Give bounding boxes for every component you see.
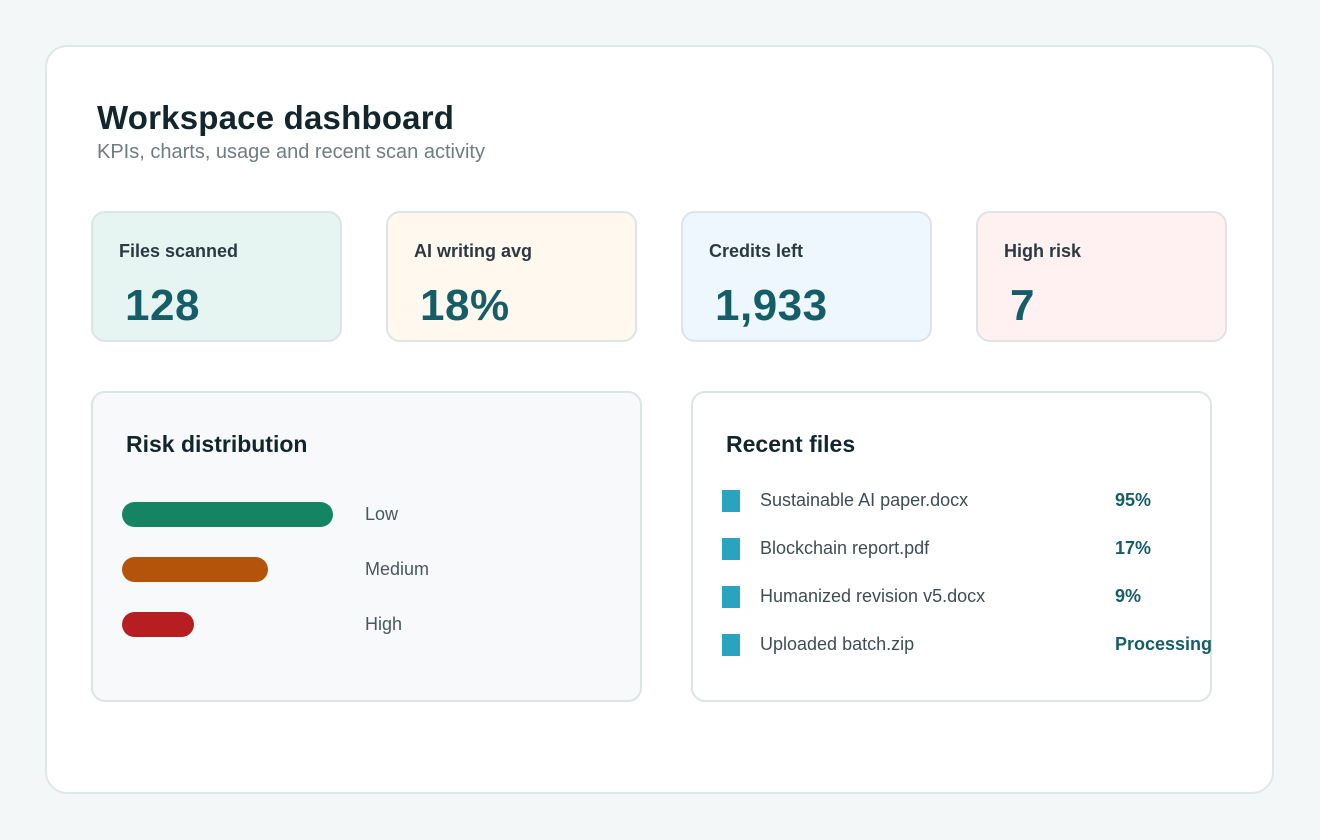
risk-label-medium: Medium — [365, 559, 430, 579]
file-icon — [722, 538, 740, 560]
kpi-high-risk: High risk 7 — [976, 211, 1227, 342]
kpi-value: 18% — [420, 281, 510, 330]
file-name[interactable]: Blockchain report.pdf — [760, 538, 930, 558]
recent-files-panel: Recent files Sustainable AI paper.docx 9… — [691, 391, 1212, 702]
file-icon — [722, 634, 740, 656]
kpi-value: 1,933 — [715, 281, 828, 330]
kpi-ai-writing-avg: AI writing avg 18% — [386, 211, 637, 342]
file-icon — [722, 586, 740, 608]
kpi-credits-left: Credits left 1,933 — [681, 211, 932, 342]
file-name[interactable]: Sustainable AI paper.docx — [760, 490, 969, 510]
file-icon — [722, 490, 740, 512]
risk-bar-low — [122, 502, 333, 527]
file-score: 9% — [1115, 586, 1142, 606]
panel-title: Risk distribution — [126, 431, 308, 457]
risk-bar-medium — [122, 557, 268, 582]
file-score: Processing — [1115, 634, 1213, 654]
risk-distribution-panel: Risk distribution Low Medium High — [91, 391, 642, 702]
kpi-label: AI writing avg — [414, 241, 533, 261]
kpi-value: 7 — [1010, 281, 1035, 330]
page-title: Workspace dashboard — [97, 99, 455, 136]
file-name[interactable]: Humanized revision v5.docx — [760, 586, 986, 606]
kpi-value: 128 — [125, 281, 200, 330]
risk-bar-high — [122, 612, 194, 637]
risk-label-high: High — [365, 614, 403, 634]
panel-title: Recent files — [726, 431, 856, 457]
risk-label-low: Low — [365, 504, 399, 524]
file-score: 17% — [1115, 538, 1152, 558]
kpi-label: High risk — [1004, 241, 1082, 261]
page-subtitle: KPIs, charts, usage and recent scan acti… — [97, 141, 485, 163]
file-name[interactable]: Uploaded batch.zip — [760, 634, 915, 654]
file-score: 95% — [1115, 490, 1152, 510]
dashboard-card: Workspace dashboard KPIs, charts, usage … — [45, 45, 1274, 794]
kpi-files-scanned: Files scanned 128 — [91, 211, 342, 342]
kpi-label: Credits left — [709, 241, 804, 261]
kpi-label: Files scanned — [119, 241, 239, 261]
